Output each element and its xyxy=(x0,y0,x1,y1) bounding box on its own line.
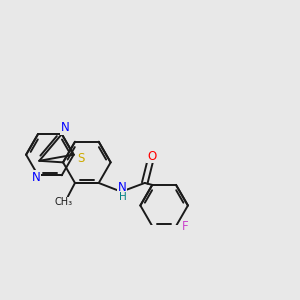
Text: S: S xyxy=(77,152,84,165)
Text: N: N xyxy=(118,182,126,194)
Text: H: H xyxy=(118,192,126,203)
Text: O: O xyxy=(147,150,157,163)
Text: N: N xyxy=(32,171,40,184)
Text: F: F xyxy=(182,220,188,233)
Text: CH₃: CH₃ xyxy=(55,197,73,207)
Text: N: N xyxy=(61,121,69,134)
